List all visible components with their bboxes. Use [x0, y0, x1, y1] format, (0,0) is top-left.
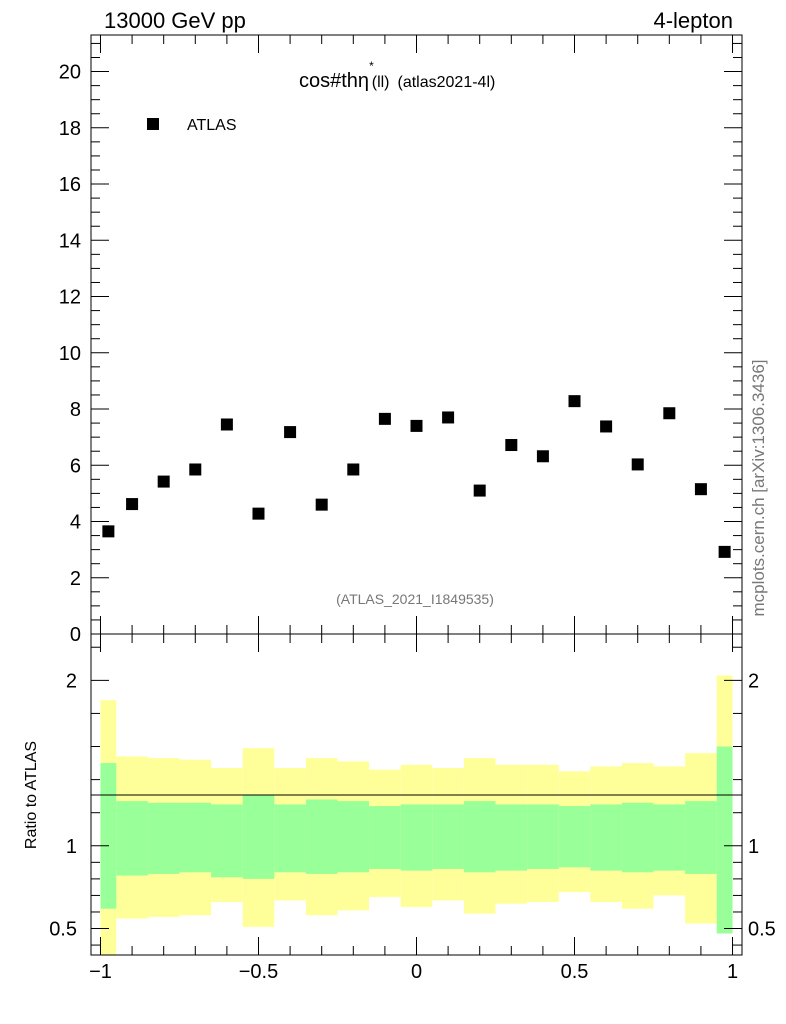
data-point	[252, 507, 265, 520]
ratio-inner-band-bin	[400, 804, 433, 871]
data-point	[505, 439, 518, 452]
y-tick-label: 12	[59, 287, 81, 309]
ratio-inner-band-bin	[305, 799, 338, 874]
plot-title-sup: *	[369, 59, 374, 73]
analysis-watermark: (ATLAS_2021_I1849535)	[336, 591, 494, 607]
x-tick-label: 0.5	[561, 961, 589, 983]
ratio-inner-band-bin	[274, 804, 306, 873]
ratio-inner-band-bin	[716, 746, 733, 934]
y-tick-label: 16	[59, 174, 81, 196]
x-axis-tick-labels: −1 −0.5 0 0.5 1	[89, 961, 738, 983]
ratio-inner-band-bin	[369, 806, 401, 869]
data-point	[126, 498, 139, 511]
plot-title: cos#thη* (ll) (atlas2021-4l)	[299, 59, 495, 92]
ratio-y-axis-label: Ratio to ATLAS	[23, 741, 40, 849]
ratio-inner-band-bin	[337, 801, 370, 873]
ratio-inner-band-bin	[558, 806, 591, 868]
y-tick-label: 2	[70, 568, 81, 590]
data-point	[102, 525, 115, 538]
data-point	[220, 418, 233, 431]
ratio-y-tick-label: 1	[66, 836, 77, 858]
ratio-y-tick-label: 2	[66, 670, 77, 692]
ratio-inner-band-bin	[621, 802, 654, 873]
ratio-inner-band-bin	[100, 763, 117, 909]
y-tick-label: 0	[70, 624, 81, 646]
ratio-axis-ticks: 0.5 0.5 1 1 2 2	[49, 646, 776, 955]
ratio-inner-band-bin	[527, 804, 559, 869]
legend-marker-atlas	[147, 118, 159, 130]
header-left-text: 13000 GeV pp	[104, 8, 246, 33]
ratio-inner-band-bin	[242, 794, 275, 879]
ratio-panel-frame	[90, 633, 743, 956]
header-right-text: 4-lepton	[653, 8, 733, 33]
y-tick-label: 20	[59, 62, 81, 84]
data-point	[410, 419, 423, 432]
data-point	[694, 483, 707, 496]
legend-label-atlas: ATLAS	[187, 117, 237, 134]
data-point	[473, 484, 486, 497]
plot-title-sub: (ll)	[372, 74, 390, 91]
ratio-inner-band-bin	[179, 802, 212, 873]
data-point	[631, 458, 644, 471]
y-tick-label: 6	[70, 455, 81, 477]
y-tick-label: 8	[70, 399, 81, 421]
data-point	[663, 407, 676, 420]
data-point	[284, 426, 297, 439]
y-tick-label: 18	[59, 118, 81, 140]
data-point	[600, 420, 613, 433]
data-point	[347, 463, 360, 476]
side-source-label: mcplots.cern.ch [arXiv:1306.3436]	[749, 359, 768, 616]
x-tick-label: −1	[89, 961, 112, 983]
data-point	[442, 411, 455, 424]
data-point	[718, 545, 731, 558]
ratio-inner-band-bin	[116, 801, 148, 876]
ratio-inner-band-bin	[211, 804, 243, 878]
ratio-inner-band-bin	[653, 804, 686, 871]
data-point	[157, 475, 170, 488]
data-point	[378, 412, 391, 425]
data-point	[536, 450, 549, 463]
data-point	[189, 463, 202, 476]
main-axis-ticks: 0 2 4 6 8 10 12 14 16 18 20	[59, 35, 742, 652]
data-point	[315, 498, 328, 511]
ratio-y-tick-label: 0.5	[49, 919, 77, 941]
data-point	[568, 395, 581, 408]
x-tick-label: −0.5	[239, 961, 278, 983]
y-tick-label: 14	[59, 230, 81, 252]
ratio-inner-band-bin	[147, 802, 180, 874]
plot-title-main: cos#thη	[299, 70, 369, 92]
data-points-layer	[102, 395, 731, 558]
ratio-inner-band-bin	[463, 801, 496, 873]
ratio-y-tick-label-right: 0.5	[748, 919, 776, 941]
y-tick-label: 4	[70, 512, 81, 534]
ratio-inner-band-bin	[590, 804, 622, 871]
ratio-inner-band-bin	[432, 804, 464, 869]
plot-title-suffix: (atlas2021-4l)	[398, 74, 496, 91]
ratio-inner-band-bin	[495, 804, 528, 871]
y-tick-label: 10	[59, 343, 81, 365]
ratio-y-tick-label-right: 1	[748, 836, 759, 858]
ratio-inner-band-bin	[685, 801, 717, 874]
x-tick-label: 1	[727, 961, 738, 983]
ratio-y-tick-label-right: 2	[748, 670, 759, 692]
ratio-panel	[100, 675, 733, 955]
x-tick-label: 0	[411, 961, 422, 983]
